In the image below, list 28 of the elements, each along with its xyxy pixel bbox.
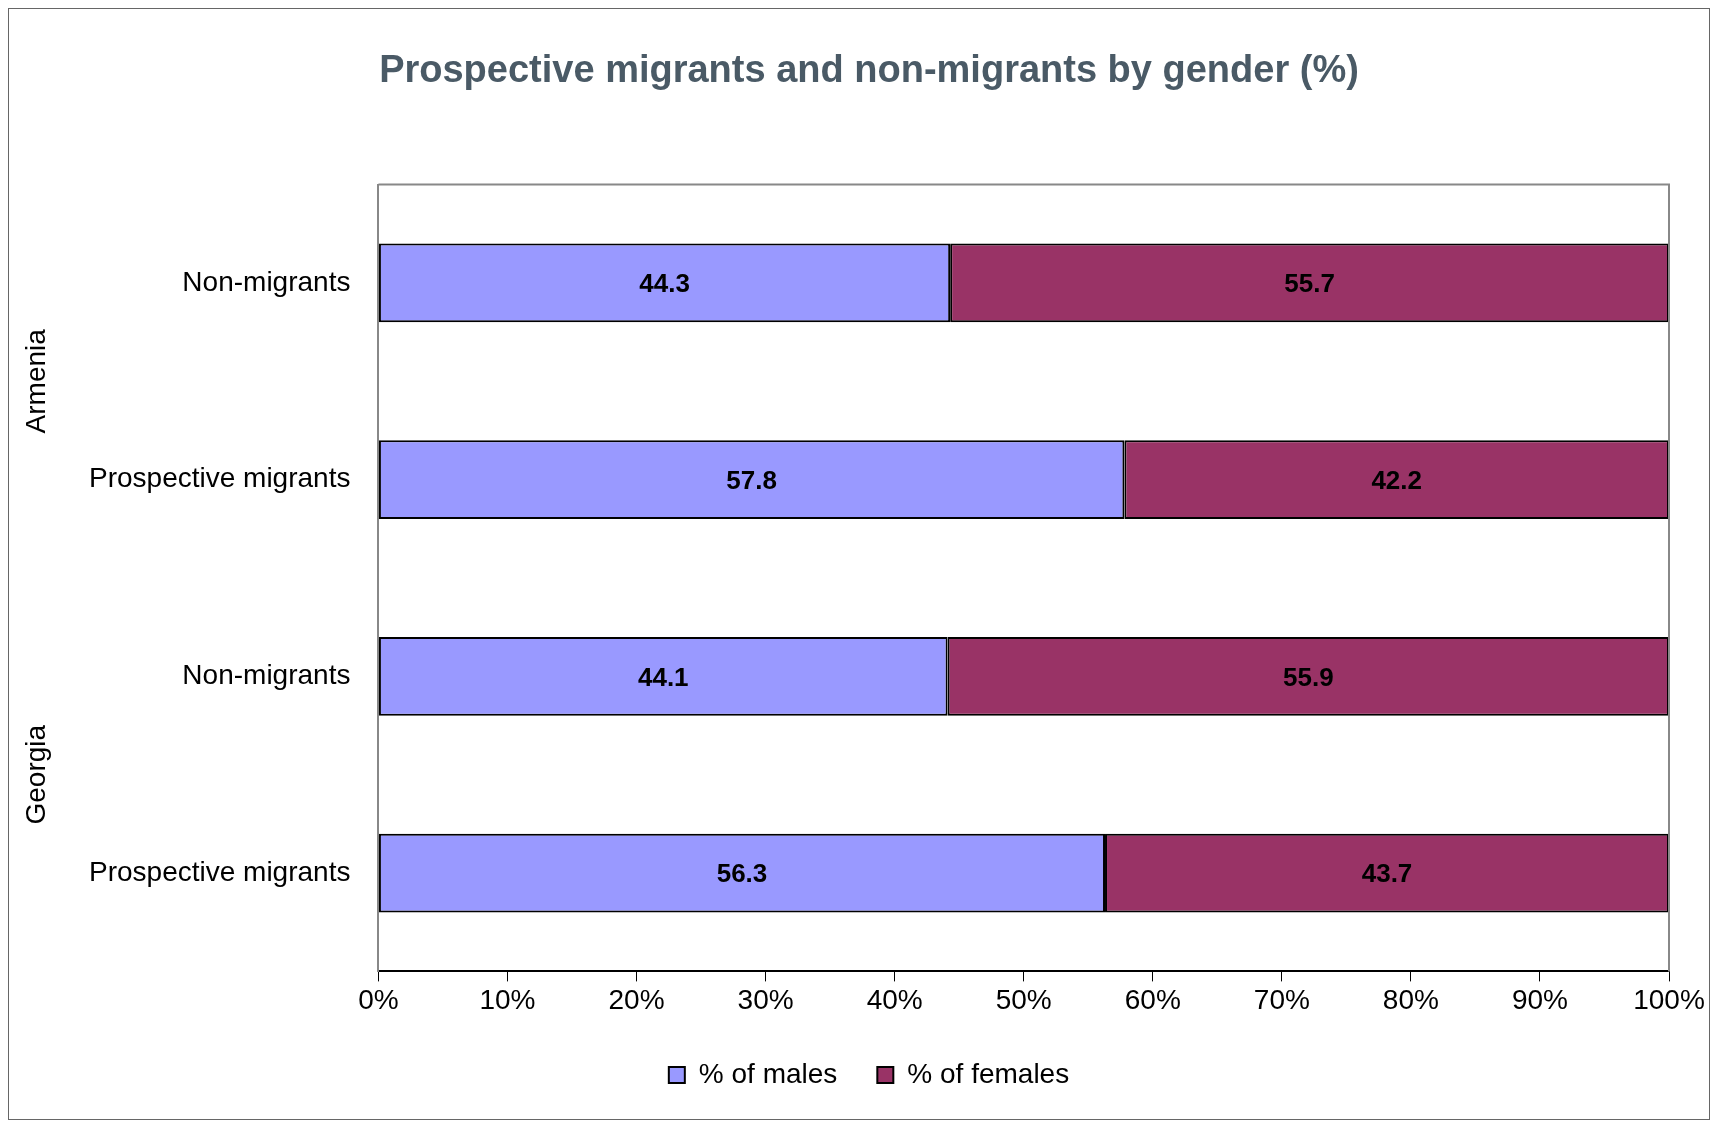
x-tick-label: 20%	[608, 983, 665, 1015]
data-label: 44.3	[639, 268, 690, 299]
x-tick-label: 0%	[358, 983, 399, 1015]
data-label: 57.8	[726, 464, 777, 495]
y-tick-label: Non-migrants	[182, 265, 351, 297]
data-label: 44.1	[637, 661, 689, 692]
x-tick-label: 60%	[1124, 983, 1181, 1015]
legend-label: % of females	[907, 1057, 1070, 1089]
x-tick-label: 90%	[1511, 983, 1568, 1015]
data-label: 56.3	[716, 858, 768, 889]
y-tick-label: Non-migrants	[182, 659, 351, 691]
data-label: 55.9	[1282, 661, 1334, 692]
x-tick-label: 70%	[1253, 983, 1310, 1015]
y-tick-label: Prospective migrants	[89, 462, 351, 494]
text: Georgia	[19, 724, 51, 825]
x-tick-label: 50%	[995, 983, 1052, 1015]
x-tick-label: 100%	[1633, 983, 1705, 1015]
x-tick-label: 40%	[866, 983, 923, 1015]
y-tick-label: Prospective migrants	[89, 855, 351, 887]
x-tick-label: 10%	[479, 983, 536, 1015]
data-label: 55.7	[1284, 268, 1335, 299]
data-label: 42.2	[1371, 464, 1422, 495]
x-tick-label: 80%	[1382, 983, 1439, 1015]
text: Armenia	[19, 328, 51, 434]
chart-title: Prospective migrants and non-migrants by gender (%)	[379, 48, 1359, 91]
legend-label: % of males	[698, 1057, 838, 1089]
x-tick-label: 30%	[737, 983, 794, 1015]
data-label: 43.7	[1361, 858, 1413, 889]
